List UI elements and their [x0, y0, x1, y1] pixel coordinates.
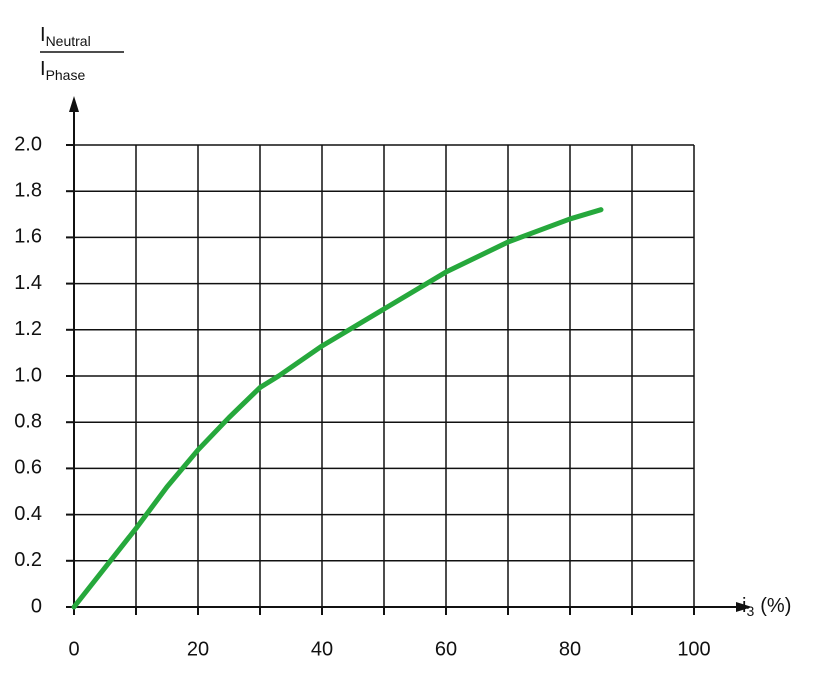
y-tick-label: 0 [31, 595, 42, 617]
y-tick-label: 0.6 [14, 457, 42, 479]
x-tick-label: 100 [677, 638, 710, 660]
label-base: I [40, 58, 46, 80]
x-tick-label: 0 [68, 638, 79, 660]
x-tick-label: 60 [435, 638, 457, 660]
label-sub: 3 [746, 603, 754, 619]
label-sub: Phase [46, 67, 86, 83]
y-tick-label: 1.6 [14, 226, 42, 248]
y-tick-label: 1.2 [14, 318, 42, 340]
x-tick-label: 80 [559, 638, 581, 660]
data-line [71, 207, 604, 610]
y-tick-label: 0.4 [14, 503, 42, 525]
y-tick-label: 1.0 [14, 364, 42, 386]
y-tick-label: 0.8 [14, 410, 42, 432]
x-axis-arrow [736, 602, 752, 612]
y-tick-label: 0.2 [14, 549, 42, 571]
label-suffix: (%) [760, 595, 791, 617]
y-tick-label: 1.8 [14, 179, 42, 201]
x-tick-label: 20 [187, 638, 209, 660]
y-tick-label: 1.4 [14, 272, 42, 294]
label-base: I [40, 24, 46, 46]
y-axis-arrow [69, 96, 79, 112]
y-tick-label: 2.0 [14, 133, 42, 155]
label-sub: Neutral [46, 33, 91, 49]
y-axis-label-denominator: IPhase [40, 58, 85, 82]
x-tick-label: 40 [311, 638, 333, 660]
y-axis-label-numerator: INeutral [40, 24, 91, 48]
